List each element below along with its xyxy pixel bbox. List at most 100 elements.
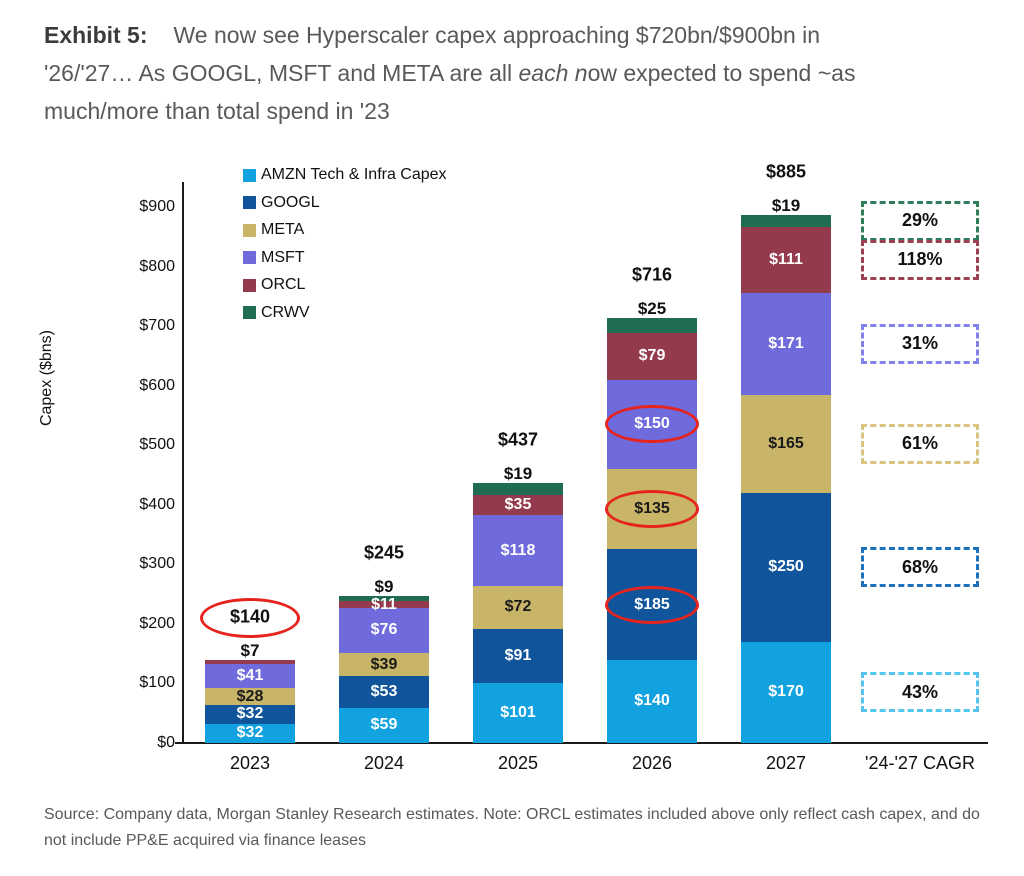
bar-segment-2025-GOOGL — [473, 628, 563, 683]
y-tick-label: $200 — [139, 614, 175, 632]
legend-swatch-META-icon — [243, 223, 256, 237]
legend-label: ORCL — [261, 276, 306, 293]
legend-label: AMZN Tech & Infra Capex — [261, 166, 447, 183]
bar-total-label: $437 — [497, 429, 539, 450]
y-tick-label: $400 — [139, 495, 175, 513]
segment-value-label: $250 — [768, 558, 804, 576]
legend-swatch-ORCL-icon — [243, 278, 256, 292]
x-tick-label: 2027 — [765, 753, 807, 773]
bar-segment-2026-ORCL — [607, 332, 697, 380]
bar-segment-2023-AMZN — [205, 723, 295, 743]
segment-value-label: $32 — [236, 705, 264, 723]
segment-value-label: $41 — [236, 667, 264, 684]
bar-segment-2027-ORCL — [741, 226, 831, 293]
bar-segment-2024-ORCL — [339, 601, 429, 608]
cagr-box-CRWV: 29% — [861, 200, 979, 241]
y-tick-label: $300 — [139, 555, 175, 573]
bar-segment-2027-AMZN — [741, 641, 831, 743]
y-axis-line — [182, 182, 184, 743]
legend-item-MSFT: MSFT — [243, 248, 305, 268]
segment-value-label: $72 — [504, 598, 532, 616]
y-tick-label: $700 — [139, 317, 175, 335]
segment-value-above-label: $7 — [240, 640, 260, 660]
title-line2-italic: each n — [518, 60, 588, 86]
y-tick-label: $600 — [139, 376, 175, 394]
bar-segment-2027-META — [741, 394, 831, 493]
cagr-box-AMZN: 43% — [861, 672, 979, 713]
x-tick-label: 2024 — [363, 753, 405, 773]
bar-segment-2025-MSFT — [473, 515, 563, 586]
bar-segment-2025-ORCL — [473, 494, 563, 516]
title-line1: We now see Hyperscaler capex approaching… — [173, 22, 821, 48]
x-axis-line — [175, 742, 988, 744]
segment-value-label: $59 — [370, 716, 398, 734]
y-tick-label: $800 — [139, 257, 175, 275]
x-tick-label: 2023 — [229, 753, 271, 773]
bar-segment-2026-CRWV — [607, 317, 697, 333]
legend-swatch-MSFT-icon — [243, 251, 256, 264]
highlight-ellipse — [605, 490, 699, 529]
bar-total-label: $245 — [363, 542, 405, 563]
cagr-box-GOOGL: 68% — [861, 547, 979, 588]
segment-value-label: $76 — [370, 621, 398, 639]
highlight-ellipse — [605, 405, 699, 444]
bar-segment-2023-GOOGL — [205, 704, 295, 724]
segment-value-label: $101 — [500, 703, 536, 721]
legend-item-ORCL: ORCL — [243, 275, 305, 295]
bar-total-label: $716 — [631, 264, 673, 285]
y-tick-label: $0 — [157, 734, 175, 751]
segment-value-above-label: $19 — [503, 464, 533, 484]
bar-segment-2024-AMZN — [339, 707, 429, 743]
bar-segment-2023-MSFT — [205, 663, 295, 689]
cagr-box-ORCL: 118% — [861, 239, 979, 280]
highlight-ellipse — [200, 597, 300, 638]
segment-value-label: $32 — [236, 724, 264, 742]
segment-value-above-label: $19 — [771, 196, 801, 216]
bar-segment-2026-AMZN — [607, 659, 697, 743]
legend-label: META — [261, 221, 305, 238]
segment-value-label: $79 — [638, 347, 666, 365]
cagr-column-label: '24-'27 CAGR — [865, 753, 975, 773]
bar-segment-2023-META — [205, 688, 295, 705]
bar-total-label: $885 — [765, 161, 807, 182]
cagr-box-MSFT: 31% — [861, 323, 979, 364]
bar-segment-2024-MSFT — [339, 607, 429, 654]
segment-value-label: $165 — [768, 434, 804, 452]
legend-label: GOOGL — [261, 193, 320, 211]
segment-value-label: $35 — [504, 496, 532, 514]
bar-segment-2024-CRWV — [339, 595, 429, 602]
legend-label: MSFT — [261, 248, 305, 266]
y-axis-title: Capex ($bns) — [38, 330, 55, 427]
segment-value-label: $171 — [768, 334, 804, 352]
segment-value-above-label: $9 — [374, 576, 394, 596]
segment-value-label: $39 — [370, 655, 398, 673]
exhibit-label: Exhibit 5: — [44, 22, 148, 48]
bar-segment-2023-ORCL — [205, 659, 295, 664]
title-line2-pre: '26/'27… As GOOGL, MSFT and META are all — [44, 60, 519, 86]
segment-value-label: $140 — [634, 692, 670, 710]
source-note: Source: Company data, Morgan Stanley Res… — [44, 806, 980, 849]
highlight-ellipse — [605, 585, 699, 624]
x-tick-label: 2026 — [631, 753, 673, 773]
capex-stacked-bar-chart: Capex ($bns) $0 $100 $200 $300 $400 $500 $600 $… — [38, 161, 988, 773]
bar-segment-2027-MSFT — [741, 292, 831, 395]
x-tick-label: 2025 — [497, 753, 539, 773]
segment-value-label: $53 — [370, 683, 398, 701]
segment-value-above-label: $25 — [637, 298, 667, 318]
y-tick-label: $100 — [139, 674, 175, 692]
legend-item-CRWV: CRWV — [243, 303, 310, 323]
bar-segment-2024-META — [339, 653, 429, 677]
legend-swatch-AMZN-icon — [243, 168, 256, 182]
y-tick-label: $900 — [139, 198, 175, 215]
cagr-box-META: 61% — [861, 423, 979, 464]
legend-swatch-CRWV-icon — [243, 306, 256, 319]
y-tick-label: $500 — [139, 436, 175, 454]
legend-swatch-GOOGL-icon — [243, 196, 256, 209]
bar-segment-2027-CRWV — [741, 215, 831, 227]
segment-value-label: $111 — [769, 250, 803, 268]
legend-label: CRWV — [261, 303, 310, 321]
segment-value-label: $118 — [500, 541, 536, 559]
legend-item-GOOGL: GOOGL — [243, 193, 320, 213]
segment-value-label: $28 — [236, 687, 264, 705]
